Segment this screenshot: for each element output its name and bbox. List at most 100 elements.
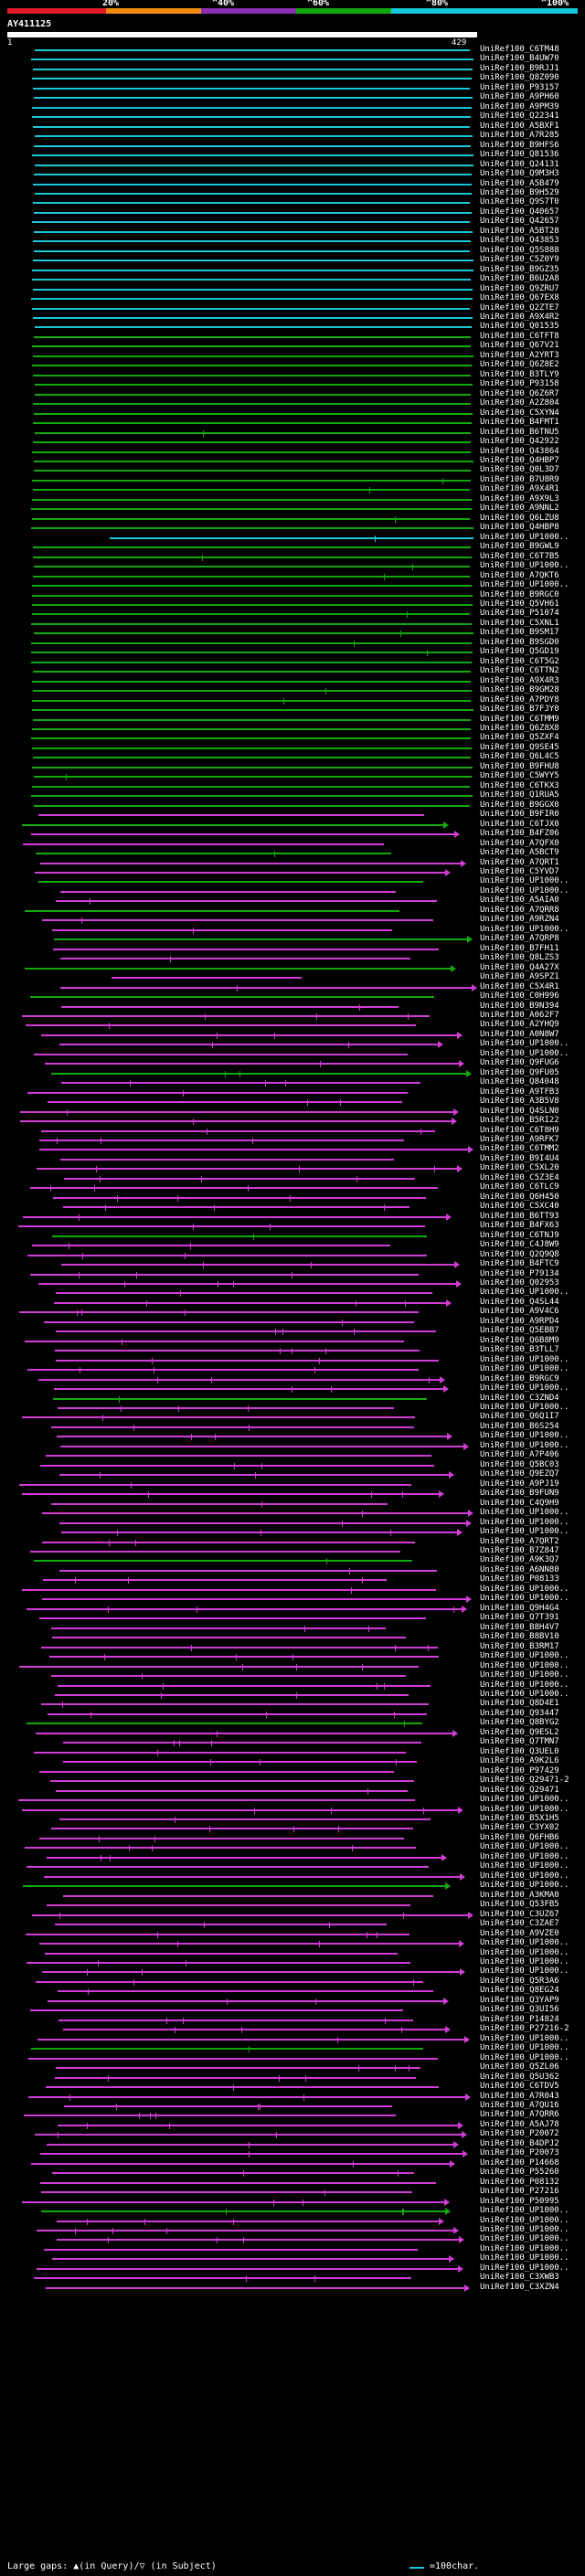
hit-row[interactable] (0, 189, 477, 198)
hit-label[interactable]: UniRef100_Q6FHB6 (480, 1833, 559, 1842)
hit-label[interactable]: UniRef100_Q2ZTE7 (480, 303, 559, 313)
hit-label[interactable]: UniRef100_Q6Q1I7 (480, 1412, 559, 1421)
hit-row[interactable] (0, 1519, 477, 1528)
hit-row[interactable] (0, 581, 477, 590)
hit-row[interactable] (0, 514, 477, 524)
hit-label[interactable]: UniRef100_B4FZ06 (480, 829, 559, 838)
hit-label[interactable]: UniRef100_C5XC40 (480, 1202, 559, 1211)
hit-row[interactable] (0, 285, 477, 294)
hit-row[interactable] (0, 1614, 477, 1623)
hit-row[interactable] (0, 1461, 477, 1470)
hit-label[interactable]: UniRef100_C6T7B5 (480, 552, 559, 561)
hit-row[interactable] (0, 1671, 477, 1680)
hit-label[interactable]: UniRef100_C4Q9H9 (480, 1499, 559, 1508)
hit-row[interactable] (0, 1413, 477, 1422)
hit-label[interactable]: UniRef100_A2Z804 (480, 398, 559, 408)
hit-label[interactable]: UniRef100_C6TM48 (480, 45, 559, 54)
hit-row[interactable] (0, 457, 477, 466)
hit-row[interactable] (0, 1241, 477, 1250)
hit-label[interactable]: UniRef100_B3RM17 (480, 1642, 559, 1651)
hit-row[interactable] (0, 1700, 477, 1709)
hit-label[interactable]: UniRef100_B9SGD0 (480, 638, 559, 647)
hit-row[interactable] (0, 1719, 477, 1728)
hit-row[interactable] (0, 2226, 477, 2235)
hit-row[interactable] (0, 725, 477, 734)
hit-row[interactable] (0, 1050, 477, 1059)
hit-row[interactable] (0, 1500, 477, 1509)
hit-row[interactable] (0, 1183, 477, 1193)
hit-row[interactable] (0, 1145, 477, 1154)
hit-row[interactable] (0, 74, 477, 83)
hit-label[interactable]: UniRef100_UP1000.. (480, 1288, 569, 1297)
hit-label[interactable]: UniRef100_Q9ZRU7 (480, 284, 559, 293)
hit-label[interactable]: UniRef100_P08133 (480, 1574, 559, 1584)
hit-label[interactable]: UniRef100_Q4HBP8 (480, 523, 559, 532)
hit-label[interactable]: UniRef100_C3ZAE7 (480, 1919, 559, 1928)
hit-label[interactable]: UniRef100_UP1000.. (480, 1651, 569, 1660)
hit-row[interactable] (0, 55, 477, 64)
hit-row[interactable] (0, 629, 477, 638)
hit-row[interactable] (0, 572, 477, 581)
hit-label[interactable]: UniRef100_B9GGX0 (480, 800, 559, 810)
hit-label[interactable]: UniRef100_UP1000.. (480, 1795, 569, 1804)
hit-row[interactable] (0, 65, 477, 74)
hit-label[interactable]: UniRef100_B4DPJ2 (480, 2139, 559, 2148)
hit-row[interactable] (0, 380, 477, 389)
hit-row[interactable] (0, 811, 477, 820)
hit-label[interactable]: UniRef100_C0H996 (480, 991, 559, 1001)
hit-label[interactable]: UniRef100_UP1000.. (480, 533, 569, 542)
hit-label[interactable]: UniRef100_B9SM17 (480, 628, 559, 637)
hit-label[interactable]: UniRef100_Q9ESL2 (480, 1728, 559, 1737)
hit-label[interactable]: UniRef100_Q4SLN0 (480, 1107, 559, 1116)
hit-label[interactable]: UniRef100_Q84048 (480, 1077, 559, 1087)
hit-label[interactable]: UniRef100_C6TLC9 (480, 1182, 559, 1192)
hit-row[interactable] (0, 1930, 477, 1939)
hit-row[interactable] (0, 1270, 477, 1279)
hit-label[interactable]: UniRef100_Q67EX8 (480, 293, 559, 302)
hit-label[interactable]: UniRef100_A9K2L6 (480, 1756, 559, 1765)
hit-label[interactable]: UniRef100_Q6LZU8 (480, 514, 559, 523)
hit-label[interactable]: UniRef100_C3YX02 (480, 1823, 559, 1832)
hit-row[interactable] (0, 945, 477, 954)
hit-label[interactable]: UniRef100_A9PH60 (480, 92, 559, 101)
hit-label[interactable]: UniRef100_Q93447 (480, 1709, 559, 1718)
hit-label[interactable]: UniRef100_P20073 (480, 2148, 559, 2157)
hit-row[interactable] (0, 2054, 477, 2063)
hit-row[interactable] (0, 896, 477, 906)
hit-row[interactable] (0, 562, 477, 571)
hit-label[interactable]: UniRef100_Q2Q9Q8 (480, 1250, 559, 1259)
hit-label[interactable]: UniRef100_Q4SL44 (480, 1298, 559, 1307)
hit-row[interactable] (0, 1843, 477, 1852)
hit-label[interactable]: UniRef100_C6TMM2 (480, 1144, 559, 1153)
hit-label[interactable]: UniRef100_B6S254 (480, 1422, 559, 1431)
hit-label[interactable]: UniRef100_B4FX63 (480, 1221, 559, 1230)
hit-row[interactable] (0, 1031, 477, 1040)
hit-row[interactable] (0, 1738, 477, 1747)
hit-label[interactable]: UniRef100_Q8Z090 (480, 73, 559, 82)
hit-row[interactable] (0, 1911, 477, 1920)
hit-label[interactable]: UniRef100_UP1000.. (480, 1441, 569, 1450)
hit-label[interactable]: UniRef100_UP1000.. (480, 886, 569, 896)
hit-row[interactable] (0, 1767, 477, 1776)
hit-label[interactable]: UniRef100_Q7TMN7 (480, 1737, 559, 1746)
hit-row[interactable] (0, 1528, 477, 1537)
hit-row[interactable] (0, 821, 477, 830)
hit-row[interactable] (0, 859, 477, 868)
hit-label[interactable]: UniRef100_UP1000.. (480, 1383, 569, 1393)
hit-label[interactable]: UniRef100_Q8D4E1 (480, 1699, 559, 1708)
hit-label[interactable]: UniRef100_A7QRT2 (480, 1537, 559, 1546)
hit-row[interactable] (0, 868, 477, 877)
hit-row[interactable] (0, 466, 477, 475)
hit-label[interactable]: UniRef100_UP1000.. (480, 1039, 569, 1048)
hit-row[interactable] (0, 2254, 477, 2263)
hit-label[interactable]: UniRef100_P97429 (480, 1766, 559, 1776)
hit-row[interactable] (0, 2178, 477, 2188)
hit-row[interactable] (0, 1575, 477, 1585)
hit-label[interactable]: UniRef100_B9FIR0 (480, 810, 559, 819)
hit-row[interactable] (0, 180, 477, 189)
hit-label[interactable]: UniRef100_Q9FUG6 (480, 1058, 559, 1067)
hit-row[interactable] (0, 390, 477, 399)
hit-row[interactable] (0, 1806, 477, 1815)
hit-label[interactable]: UniRef100_C3UZ67 (480, 1910, 559, 1919)
hit-row[interactable] (0, 686, 477, 695)
